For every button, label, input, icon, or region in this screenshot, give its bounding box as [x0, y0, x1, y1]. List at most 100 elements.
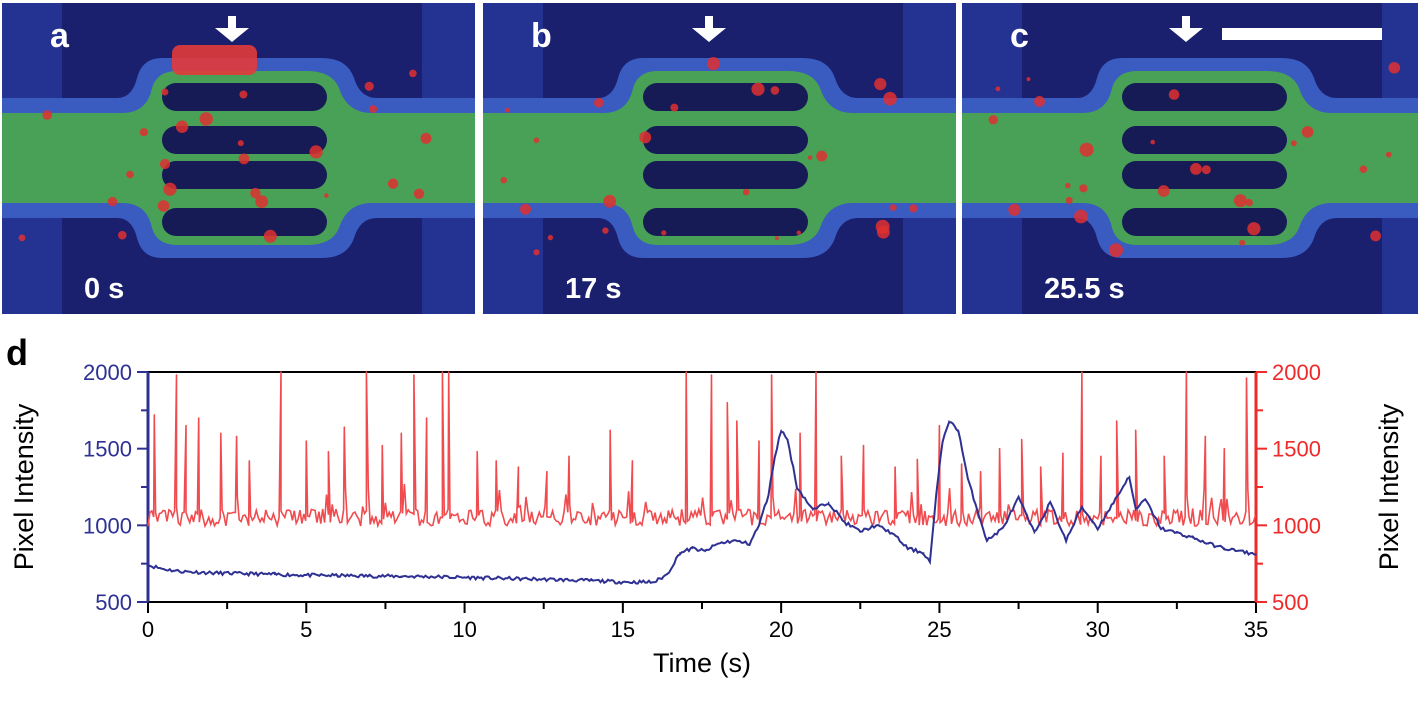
blue-data-point — [653, 581, 656, 583]
blue-data-point — [368, 575, 371, 577]
blue-data-point — [1049, 501, 1051, 504]
panel-label-c: c — [1010, 17, 1029, 55]
red-spike-point — [365, 371, 368, 373]
blue-data-point — [1001, 527, 1004, 530]
left-y-axis-label: Pixel Intensity — [9, 403, 39, 570]
red-spike-point — [758, 440, 760, 442]
blue-data-point — [957, 429, 960, 432]
blue-data-point — [1128, 475, 1131, 478]
left-y-tick-label: 1000 — [83, 513, 132, 538]
red-spike-point — [631, 460, 634, 462]
red-spike-point — [770, 374, 773, 376]
red-spike-point — [447, 371, 450, 373]
blue-data-point — [163, 568, 165, 570]
blue-data-point — [400, 575, 403, 577]
left-y-tick-label: 1500 — [83, 437, 132, 462]
red-spike-point — [153, 414, 156, 416]
panel-a: a 0 s — [2, 3, 475, 314]
red-spike-point — [710, 374, 713, 376]
red-spike-point — [327, 450, 330, 453]
blue-data-point — [827, 501, 830, 504]
red-spike-point — [1115, 420, 1118, 422]
x-tick-label: 15 — [611, 617, 635, 642]
red-spike-point — [1039, 466, 1042, 468]
blue-data-point — [1223, 547, 1226, 550]
blue-data-point — [1134, 509, 1137, 511]
blue-data-point — [1191, 536, 1194, 539]
red-spike-point — [441, 371, 444, 373]
blue-data-point — [178, 570, 181, 573]
time-label-a: 0 s — [84, 273, 125, 305]
x-tick-label: 35 — [1244, 617, 1268, 642]
red-spike-point — [1081, 371, 1083, 373]
blue-data-point — [796, 486, 798, 488]
blue-data-point — [967, 478, 969, 481]
blue-data-point — [786, 438, 789, 441]
blue-data-point — [780, 429, 782, 432]
blue-data-point — [147, 564, 149, 566]
red-spike-point — [343, 426, 346, 428]
red-spike-point — [175, 374, 178, 376]
red-spike-point — [495, 460, 498, 462]
blue-data-point — [1033, 532, 1036, 534]
blue-data-point — [1112, 501, 1115, 504]
blue-data-point — [1160, 527, 1162, 530]
micrograph-c — [962, 3, 1418, 314]
time-label-c: 25.5 s — [1044, 273, 1125, 305]
x-tick-label: 30 — [1085, 617, 1109, 642]
red-spike-point — [185, 424, 187, 427]
blue-data-point — [1207, 542, 1210, 545]
blue-data-point — [679, 552, 681, 554]
blue-data-point — [907, 547, 909, 550]
blue-data-point — [495, 577, 498, 579]
red-spike-point — [425, 417, 428, 419]
blue-data-point — [948, 420, 950, 422]
blue-data-point — [1017, 496, 1020, 499]
red-spike-point — [938, 424, 941, 427]
red-spike-point — [840, 455, 843, 458]
red-spike-point — [1163, 455, 1165, 458]
blue-data-point — [767, 493, 770, 496]
panel-b: b 17 s — [483, 3, 956, 314]
red-spike-point — [685, 371, 687, 373]
x-tick-label: 25 — [927, 617, 951, 642]
right-y-tick-label: 1000 — [1272, 513, 1321, 538]
red-spike-point — [894, 466, 896, 468]
left-y-tick-label: 500 — [95, 590, 132, 615]
series-line-red — [147, 371, 1257, 529]
blue-data-point — [527, 578, 529, 580]
red-spike-point — [736, 420, 738, 422]
left-y-tick-label: 2000 — [83, 360, 132, 385]
blue-data-point — [859, 530, 862, 533]
red-spike-point — [1100, 455, 1102, 458]
right-y-tick-label: 2000 — [1272, 360, 1321, 385]
blue-data-point — [704, 550, 706, 553]
red-spike-point — [609, 429, 611, 432]
red-spike-point — [568, 455, 570, 458]
red-spike-point — [1062, 452, 1064, 455]
red-spike-point — [1020, 438, 1023, 441]
blue-data-point — [891, 532, 893, 534]
blue-data-point — [976, 509, 979, 511]
blue-data-point — [935, 493, 938, 496]
blue-data-point — [812, 509, 814, 511]
series-line-blue — [147, 421, 1257, 586]
time-label-b: 17 s — [565, 273, 622, 305]
micrograph-a — [2, 3, 475, 314]
red-spike-point — [305, 440, 308, 442]
x-axis-label: Time (s) — [653, 648, 751, 678]
red-spike-point — [916, 458, 919, 461]
blue-data-point — [922, 552, 925, 554]
right-y-tick-label: 1500 — [1272, 437, 1321, 462]
blue-data-point — [432, 575, 434, 578]
panel-label-a: a — [50, 17, 69, 55]
blue-data-point — [717, 542, 719, 545]
blue-data-point — [463, 576, 466, 579]
x-tick-label: 20 — [769, 617, 793, 642]
blue-data-point — [666, 573, 668, 576]
red-spike-point — [197, 417, 200, 419]
blue-data-point — [1096, 527, 1099, 530]
blue-data-point — [273, 573, 276, 576]
red-spike-point — [381, 444, 384, 447]
